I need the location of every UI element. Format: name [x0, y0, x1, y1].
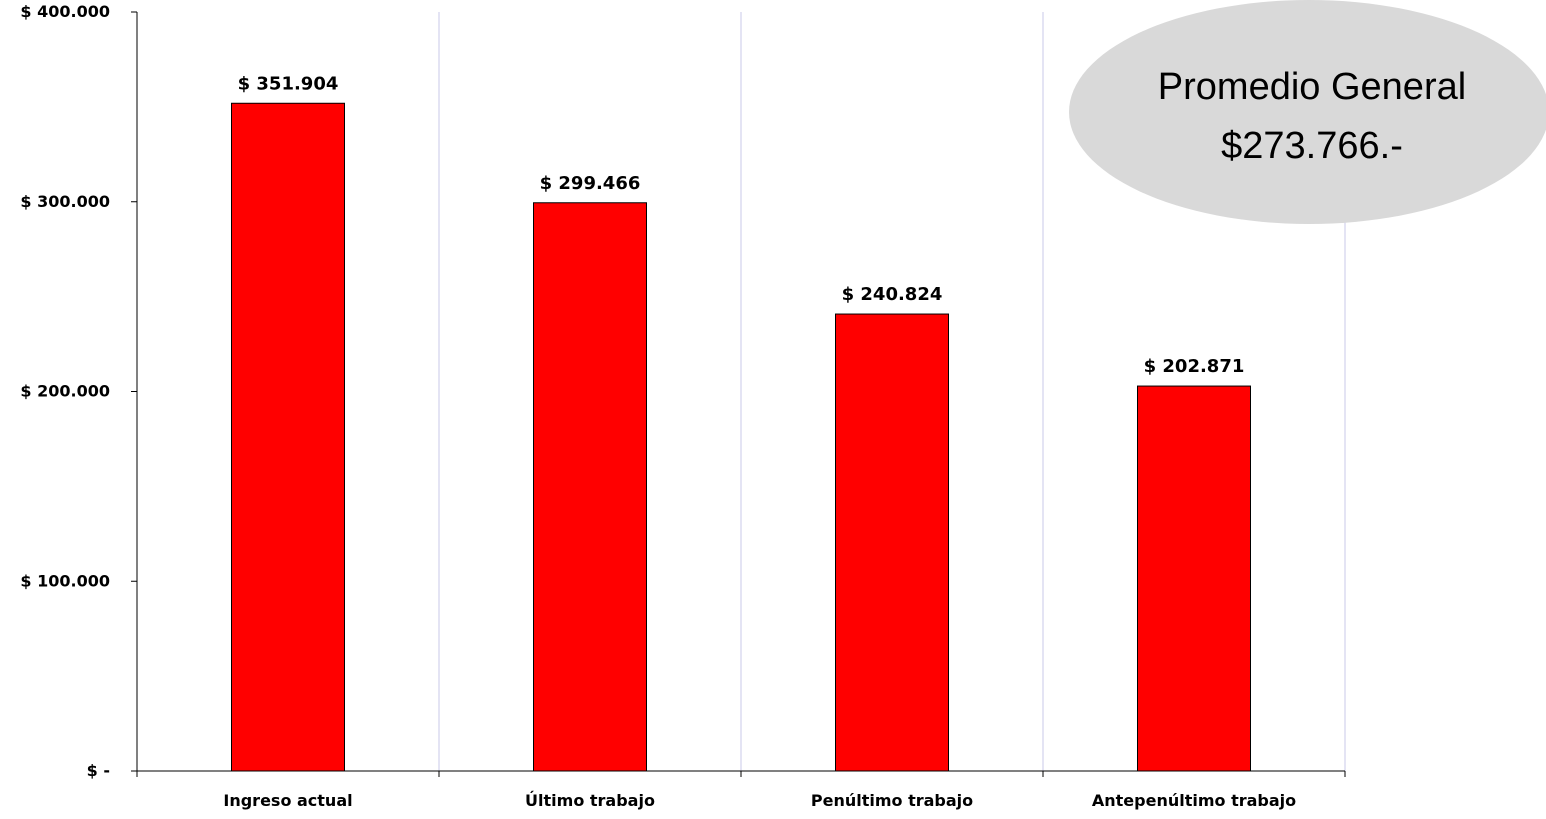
bar-data-label: $ 299.466 — [540, 173, 641, 194]
y-tick-label: $ 300.000 — [20, 192, 110, 211]
bar-data-label: $ 351.904 — [238, 73, 339, 94]
x-category-label: Último trabajo — [525, 791, 655, 810]
x-category-label: Ingreso actual — [223, 791, 352, 810]
bar-data-label: $ 202.871 — [1144, 356, 1245, 377]
bar — [1137, 385, 1251, 772]
x-category-label: Penúltimo trabajo — [811, 791, 973, 810]
x-category-label: Antepenúltimo trabajo — [1092, 791, 1296, 810]
bar — [835, 313, 949, 772]
average-callout-ellipse — [1069, 0, 1546, 224]
bar — [533, 202, 647, 772]
average-callout: Promedio General $273.766.- — [1069, 0, 1546, 224]
label-layer: $ 351.904 Ingreso actual $ 299.466 Último t… — [223, 73, 1296, 810]
average-callout-title: Promedio General — [1158, 66, 1466, 108]
y-tick-label: $ - — [87, 761, 110, 780]
y-tick-label: $ 200.000 — [20, 382, 110, 401]
bar-layer — [231, 102, 1251, 772]
bar — [231, 102, 345, 772]
bar-data-label: $ 240.824 — [842, 284, 943, 305]
y-tick-label: $ 400.000 — [20, 2, 110, 21]
y-tick-label: $ 100.000 — [20, 571, 110, 590]
average-callout-value: $273.766.- — [1221, 125, 1403, 167]
